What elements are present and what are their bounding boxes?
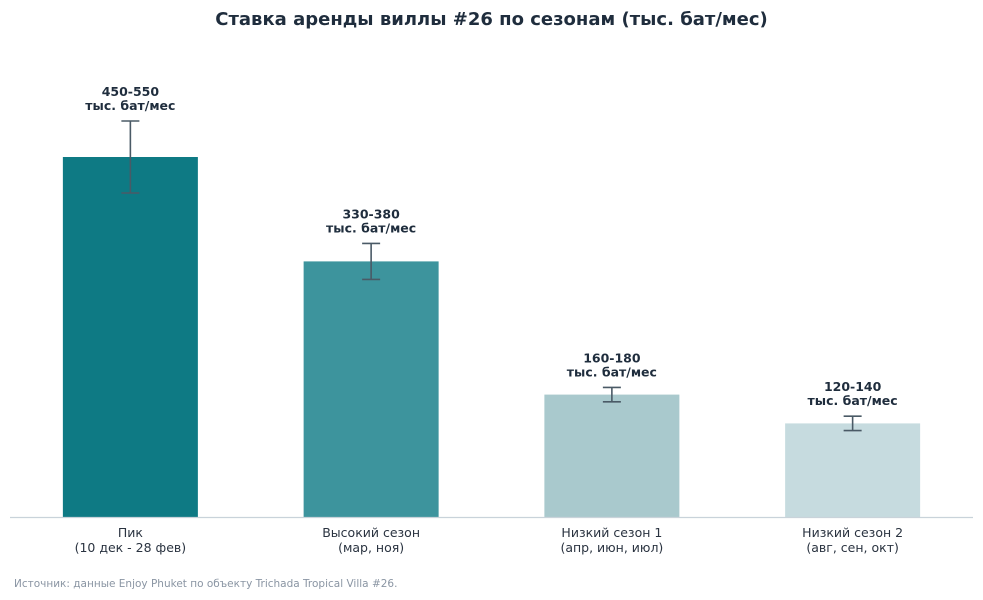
category-months: (мар, ноя) [338, 540, 404, 555]
category-name: Высокий сезон [322, 525, 420, 540]
x-tick-labels-layer: Пик (10 дек - 28 фев) Высокий сезон (мар, н… [75, 525, 904, 555]
value-label-1: 450-550 тыс. бат/мес [85, 84, 175, 113]
category-name: Пик [118, 525, 144, 540]
error-bar-2 [362, 242, 381, 281]
error-bars-layer [121, 120, 862, 432]
category-name: Низкий сезон 1 [561, 525, 662, 540]
x-tick-label-4: Низкий сезон 2 (авг, сен, окт) [802, 525, 903, 555]
bar-4 [785, 423, 921, 517]
chart-title: Ставка аренды виллы #26 по сезонам (тыс.… [215, 9, 767, 30]
category-name: Низкий сезон 2 [802, 525, 903, 540]
error-bar-4 [843, 415, 862, 432]
value-label-4: 120-140 тыс. бат/мес [808, 379, 898, 408]
bar-3 [544, 394, 680, 517]
value-unit: тыс. бат/мес [326, 220, 416, 235]
value-label-3: 160-180 тыс. бат/мес [567, 350, 657, 379]
category-months: (10 дек - 28 фев) [75, 540, 187, 555]
source-note: Источник: данные Enjoy Phuket по объекту… [14, 578, 397, 590]
category-months: (авг, сен, окт) [806, 540, 898, 555]
x-tick-label-2: Высокий сезон (мар, ноя) [322, 525, 420, 555]
x-tick-label-3: Низкий сезон 1 (апр, июн, июл) [560, 525, 663, 555]
value-unit: тыс. бат/мес [567, 364, 657, 379]
value-range: 330-380 [342, 206, 400, 221]
error-bar-1 [121, 120, 140, 194]
x-tick-label-1: Пик (10 дек - 28 фев) [75, 525, 187, 555]
bars-layer [62, 157, 921, 517]
value-unit: тыс. бат/мес [808, 393, 898, 408]
error-bar-3 [602, 386, 621, 403]
value-unit: тыс. бат/мес [85, 98, 175, 113]
value-label-2: 330-380 тыс. бат/мес [326, 206, 416, 235]
value-range: 120-140 [824, 379, 882, 394]
value-range: 160-180 [583, 350, 641, 365]
bar-1 [62, 157, 198, 517]
value-range: 450-550 [102, 84, 160, 99]
category-months: (апр, июн, июл) [560, 540, 663, 555]
bar-2 [303, 261, 439, 517]
